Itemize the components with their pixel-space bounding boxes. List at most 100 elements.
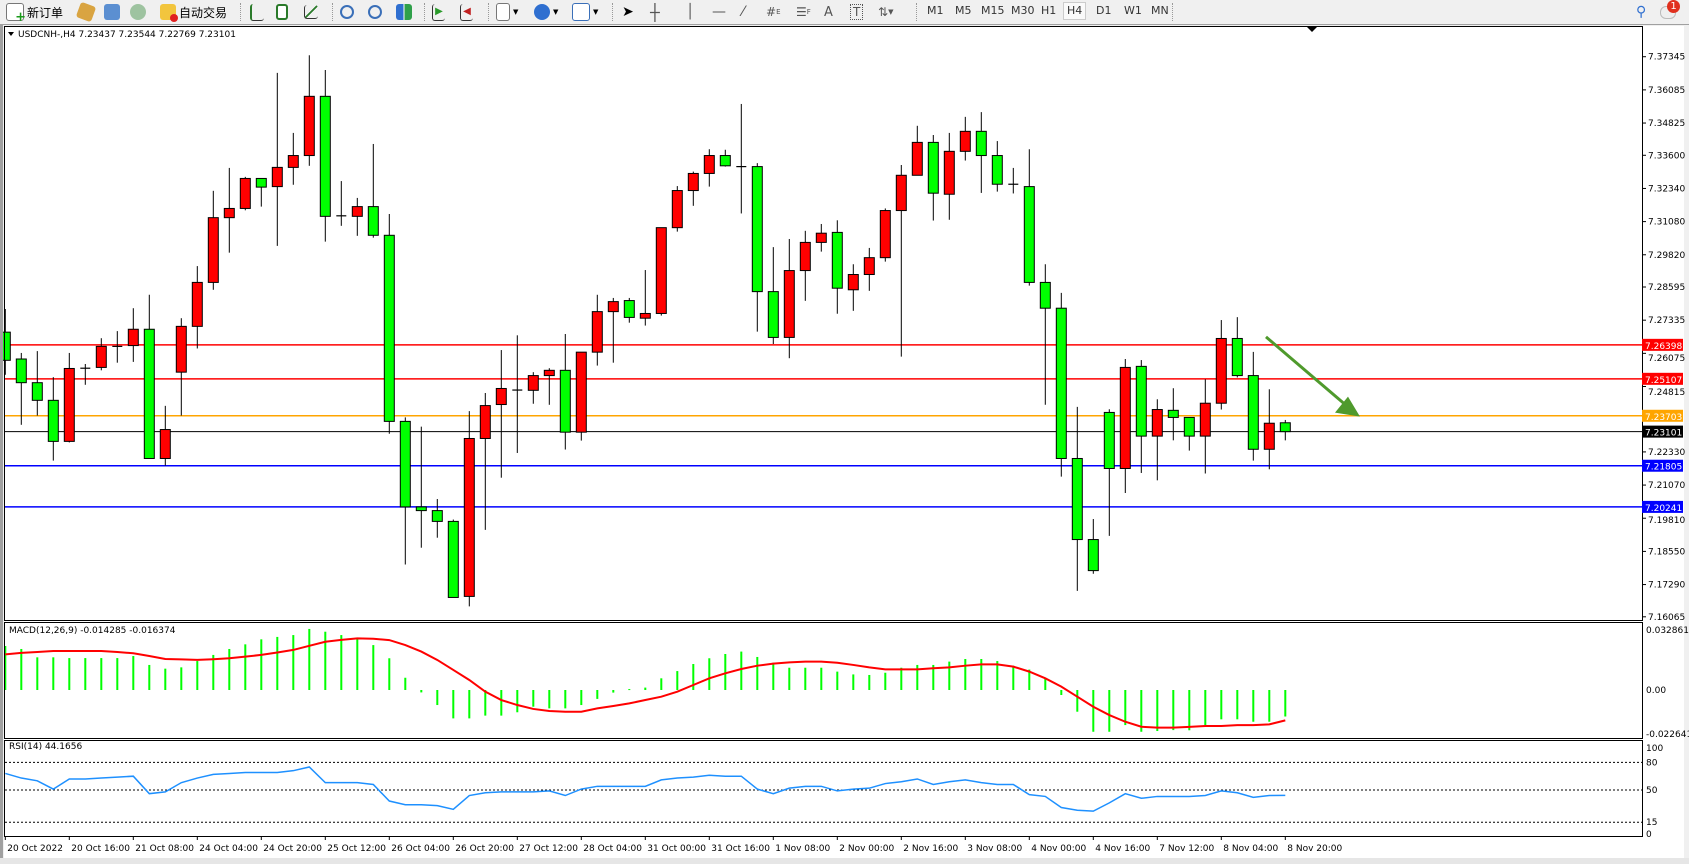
candle-body xyxy=(303,95,315,157)
toolbar: + 新订单 自动交易 ▶ ◀ ▼ ▼ ▼ ➤ ┼ │ — ⁄ # E ☰ F A T… xyxy=(0,0,1689,25)
tile-windows-button[interactable] xyxy=(396,2,415,22)
candle xyxy=(415,426,427,548)
candle-body xyxy=(559,369,571,433)
macd-histogram-bar xyxy=(1108,690,1111,732)
toolbar-separator xyxy=(332,3,335,21)
line-chart-button[interactable] xyxy=(304,2,321,22)
signals-button[interactable] xyxy=(130,2,149,22)
candle-body xyxy=(991,155,1003,185)
candle xyxy=(47,377,59,461)
search-icon: ⚲ xyxy=(1636,4,1647,20)
chart-shift-button[interactable]: ◀ xyxy=(460,2,476,22)
macd-histogram-bar xyxy=(980,659,983,690)
macd-histogram-bar xyxy=(324,631,327,690)
periods-button[interactable]: ▼ xyxy=(534,2,558,22)
price-level-label: 7.23101 xyxy=(1645,429,1682,439)
timeframe-d1[interactable]: D1 xyxy=(1096,4,1112,17)
candle-body xyxy=(815,232,827,243)
equidistant-channel-button[interactable]: # E xyxy=(766,5,781,19)
candle-body xyxy=(1199,402,1211,437)
trendline-button[interactable]: ⁄ xyxy=(742,2,744,22)
fibonacci-button[interactable]: ☰ F xyxy=(796,5,811,19)
rsi-line xyxy=(5,766,1286,812)
candle xyxy=(127,308,139,362)
crosshair-button[interactable]: ┼ xyxy=(650,2,660,22)
price-tick-label: 7.26075 xyxy=(1648,354,1685,364)
timeframe-mn[interactable]: MN xyxy=(1151,4,1169,17)
text-label-button[interactable]: T xyxy=(850,2,864,22)
timeframe-w1[interactable]: W1 xyxy=(1124,4,1142,17)
timeframe-h4[interactable]: H4 xyxy=(1063,2,1087,20)
candlestick-icon xyxy=(276,4,288,20)
price-tick-label: 7.34825 xyxy=(1648,119,1685,129)
chart-shift-marker-icon[interactable] xyxy=(1307,27,1317,32)
candle xyxy=(112,331,123,363)
notification-button[interactable]: 1 xyxy=(1660,0,1680,22)
toolbar-separator xyxy=(612,3,615,21)
terminal-button[interactable] xyxy=(104,2,123,22)
candle xyxy=(1279,419,1291,441)
candle xyxy=(15,352,27,425)
candle xyxy=(1199,379,1211,474)
price-tick-label: 7.37345 xyxy=(1648,53,1685,63)
terminal-icon xyxy=(104,4,120,20)
candle-body xyxy=(1215,337,1227,404)
search-button[interactable]: ⚲ xyxy=(1636,2,1646,22)
candlestick-button[interactable] xyxy=(276,2,291,22)
candle-body xyxy=(191,281,203,327)
zoom-out-button[interactable] xyxy=(368,2,385,22)
timeframe-m1[interactable]: M1 xyxy=(927,4,944,17)
price-tick-label: 7.28595 xyxy=(1648,283,1685,293)
candle-body xyxy=(319,95,331,217)
price-level-label: 7.21805 xyxy=(1645,463,1682,473)
crosshair-icon: ┼ xyxy=(650,2,660,22)
candle-body xyxy=(63,367,75,442)
timeframe-m30[interactable]: M30 xyxy=(1011,4,1035,17)
text-button[interactable]: A xyxy=(824,2,833,22)
templates-button[interactable]: ▼ xyxy=(572,2,598,22)
macd-histogram-bar xyxy=(1204,690,1207,726)
candle-body xyxy=(751,166,763,293)
candle xyxy=(623,297,635,323)
macd-histogram-bar xyxy=(1252,690,1255,722)
price-tick-label: 7.21070 xyxy=(1648,481,1685,491)
candle xyxy=(575,351,587,441)
macd-histogram-bar xyxy=(708,658,711,690)
macd-histogram-bar xyxy=(788,667,791,690)
cursor-button[interactable]: ➤ xyxy=(622,2,634,22)
candle xyxy=(799,230,811,301)
macd-histogram-bar xyxy=(1028,669,1031,690)
timeframe-h1[interactable]: H1 xyxy=(1041,4,1057,17)
time-tick-label: 25 Oct 12:00 xyxy=(327,844,386,854)
macd-histogram-bar xyxy=(532,690,535,707)
fibonacci-icon: ☰ xyxy=(796,5,807,19)
candle-body xyxy=(591,311,603,353)
timeframe-m5[interactable]: M5 xyxy=(955,4,972,17)
bar-chart-button[interactable] xyxy=(250,2,267,22)
arrows-button[interactable]: ⇅ ▼ xyxy=(878,5,894,19)
auto-scroll-button[interactable]: ▶ xyxy=(432,2,448,22)
macd-histogram-bar xyxy=(772,662,775,690)
trend-arrow-line xyxy=(1265,335,1351,410)
candle xyxy=(143,294,155,459)
zoom-in-button[interactable] xyxy=(340,2,357,22)
new-order-button[interactable]: + 新订单 xyxy=(6,2,63,24)
macd-histogram-bar xyxy=(852,674,855,690)
auto-trading-button[interactable]: 自动交易 xyxy=(160,2,227,22)
timeframe-m15[interactable]: M15 xyxy=(981,4,1005,17)
toolbar-separator xyxy=(424,3,427,21)
price-level-label: 7.20241 xyxy=(1645,504,1682,514)
vertical-line-button[interactable]: │ xyxy=(686,2,694,22)
indicators-button[interactable]: ▼ xyxy=(496,2,518,22)
candle xyxy=(991,141,1003,192)
macd-histogram-bar xyxy=(1236,690,1239,720)
horizontal-line-button[interactable]: — xyxy=(712,2,726,22)
macd-histogram-bar xyxy=(644,687,647,690)
candle xyxy=(1135,360,1147,473)
candle-body xyxy=(1247,375,1259,450)
macd-histogram-bar xyxy=(1140,690,1143,732)
tile-windows-icon xyxy=(396,4,412,20)
chart-header-triangle-icon[interactable] xyxy=(8,32,14,36)
candle-body xyxy=(287,155,299,168)
